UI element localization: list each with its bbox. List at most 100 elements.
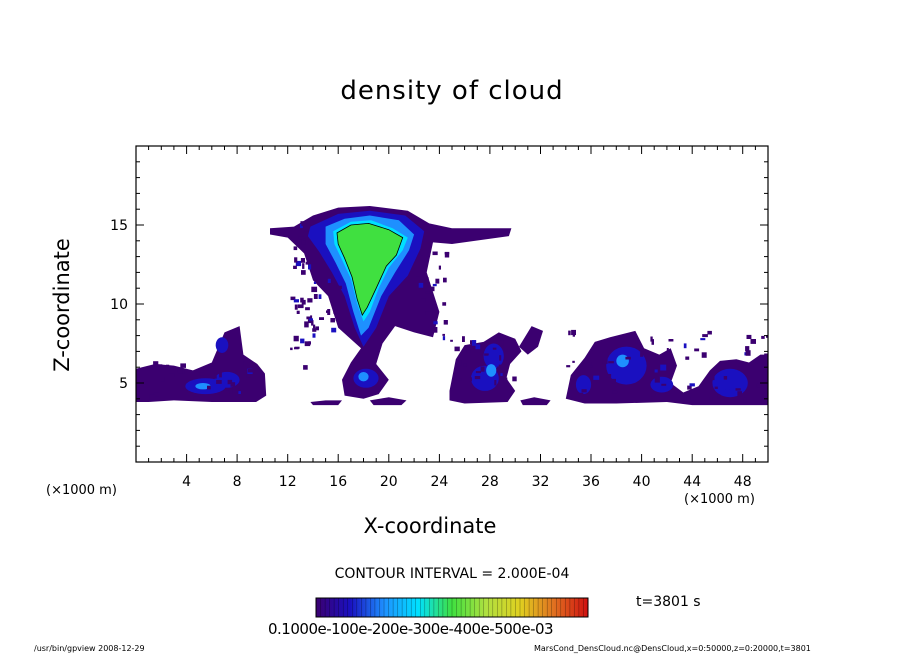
cloud-right-core-1 — [575, 375, 592, 395]
cloud-mid-core — [483, 343, 504, 369]
cloud-speck — [707, 330, 712, 335]
cloud-speck — [326, 310, 329, 313]
cloud-speck — [450, 339, 453, 342]
cloud-speck — [717, 394, 721, 399]
cloud-speck — [168, 373, 175, 377]
colorbar-tick-labels: 0.1000e-100e-200e-300e-400e-500e-03 — [268, 620, 554, 638]
cloud-speck — [766, 335, 768, 338]
cloud-speck — [761, 335, 765, 339]
cloud-right-core-4 — [712, 368, 748, 398]
cloud-speck — [238, 391, 241, 394]
cloud-speck — [246, 373, 251, 378]
cloud-speck — [474, 376, 481, 380]
x-tick-label: 20 — [380, 474, 398, 490]
cloud-speck — [700, 338, 706, 341]
cloud-speck — [295, 260, 302, 267]
cloud-speck — [226, 390, 229, 393]
cloud-speck — [755, 360, 760, 364]
cloud-speck — [475, 371, 481, 374]
cloud-speck — [308, 341, 311, 345]
cloud-speck — [301, 239, 306, 245]
footer-source: MarsCond_DensCloud.nc@DensCloud,x=0:5000… — [534, 644, 811, 653]
cloud-speck — [702, 334, 708, 338]
cloud-speck — [229, 388, 233, 394]
x-tick-label: 32 — [532, 474, 550, 490]
cloud-speck — [333, 310, 340, 314]
cloud-speck — [308, 264, 312, 270]
cloud-speck — [750, 339, 756, 344]
cloud-speck — [504, 349, 508, 352]
cloud-speck — [650, 336, 653, 342]
cloud-mid-foot — [520, 397, 551, 406]
cloud-speck — [183, 380, 188, 383]
cloud-speck — [735, 388, 741, 391]
cloud-speck — [303, 365, 308, 370]
cloud-speck — [593, 375, 600, 380]
cloud-speck — [654, 369, 658, 373]
cloud-speck — [149, 394, 155, 401]
cloud-speck — [572, 333, 575, 337]
cloud-speck — [293, 265, 297, 269]
cloud-speck — [488, 355, 491, 360]
cloud-speck — [625, 356, 631, 360]
cloud-speck — [651, 392, 656, 397]
cloud-speck — [432, 283, 437, 287]
cloud-speck — [566, 365, 571, 368]
cloud-speck — [468, 377, 472, 382]
cloud-speck — [301, 221, 307, 226]
cloud-speck — [312, 328, 317, 332]
cloud-speck — [687, 385, 692, 390]
cloud-speck — [430, 286, 435, 292]
cloud-speck — [418, 282, 424, 288]
cloud-speck — [756, 383, 762, 388]
cloud-speck — [497, 366, 503, 369]
cloud-speck — [666, 350, 672, 353]
cloud-left-peak — [195, 383, 211, 390]
cloud-speck — [725, 389, 730, 393]
cloud-mid-peak — [486, 364, 497, 377]
cloud-speck — [310, 315, 313, 320]
cloud-speck — [293, 246, 298, 251]
cloud-anvil-base-peak — [358, 372, 369, 382]
cloud-anvil-foot-right — [369, 397, 407, 406]
cloud-speck — [298, 236, 304, 240]
cloud-speck — [313, 281, 316, 284]
cloud-speck — [227, 379, 233, 385]
cloud-speck — [442, 336, 446, 341]
cloud-speck — [714, 386, 718, 389]
cloud-speck — [311, 286, 318, 293]
cloud-speck — [153, 361, 159, 367]
cloud-speck — [602, 358, 608, 364]
chart-title: density of cloud — [340, 76, 564, 106]
cloud-speck — [300, 258, 305, 263]
cloud-speck — [301, 270, 306, 275]
cloud-speck — [746, 334, 752, 339]
cloud-speck — [666, 348, 669, 352]
cloud-speck — [294, 346, 300, 349]
cloud-speck — [745, 350, 751, 356]
cloud-speck — [432, 251, 438, 256]
cloud-left-core-2 — [214, 371, 240, 388]
axis-ticks — [136, 146, 768, 462]
y-tick-label: 5 — [119, 376, 128, 392]
cloud-speck — [444, 251, 450, 258]
plot-frame — [135, 145, 769, 463]
cloud-speck — [247, 368, 253, 373]
cloud-speck — [689, 383, 695, 387]
cloud-speck — [318, 294, 322, 299]
cloud-speck — [484, 353, 489, 356]
cloud-speck — [305, 261, 309, 265]
cloud-speck — [435, 278, 440, 284]
cloud-speck — [294, 304, 298, 310]
contour-interval-text: CONTOUR INTERVAL = 2.000E-04 — [334, 566, 570, 582]
cloud-speck — [512, 376, 517, 382]
cloud-speck — [304, 229, 309, 232]
cloud-speck — [588, 365, 593, 368]
y-tick-label: 10 — [110, 297, 128, 313]
x-unit-right: (×1000 m) — [684, 492, 755, 507]
x-tick-label: 36 — [582, 474, 600, 490]
x-tick-label: 48 — [734, 474, 752, 490]
cloud-speck — [480, 366, 485, 372]
cloud-speck — [443, 320, 448, 325]
cloud-speck — [462, 336, 465, 342]
